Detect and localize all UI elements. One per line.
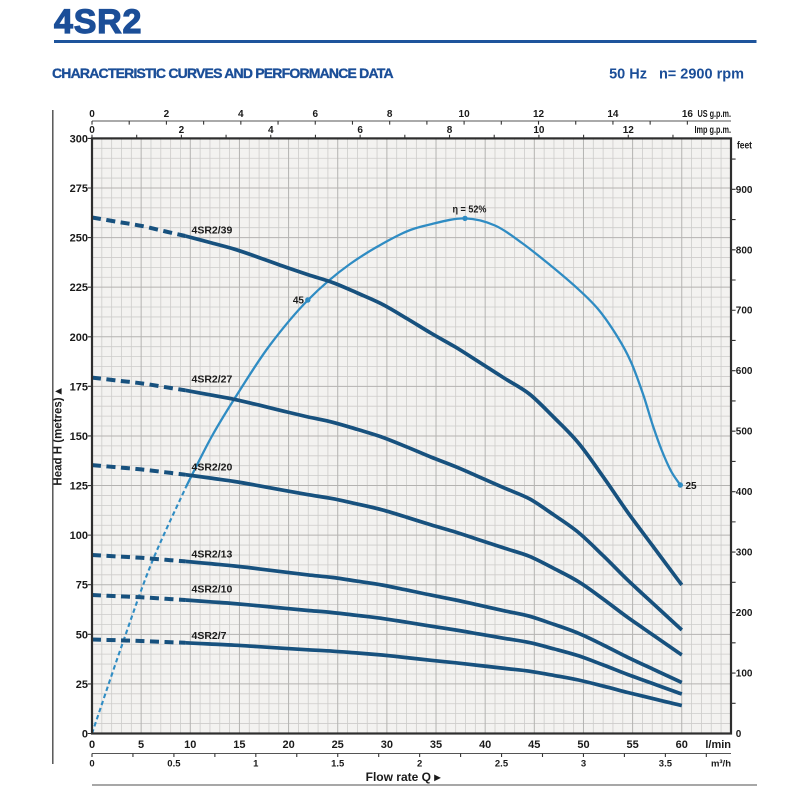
svg-text:Flow rate Q ▸: Flow rate Q ▸ (366, 770, 442, 784)
svg-text:2: 2 (179, 125, 185, 136)
svg-text:0: 0 (89, 109, 95, 120)
svg-text:12: 12 (533, 109, 545, 120)
svg-text:20: 20 (282, 739, 294, 751)
svg-text:5: 5 (138, 739, 144, 751)
svg-text:100: 100 (736, 669, 753, 680)
svg-text:250: 250 (70, 233, 88, 245)
svg-text:4: 4 (238, 109, 244, 120)
svg-text:30: 30 (381, 739, 393, 751)
svg-text:14: 14 (607, 109, 619, 120)
svg-text:0: 0 (89, 125, 95, 136)
svg-text:3: 3 (581, 759, 586, 770)
svg-text:4SR2/27: 4SR2/27 (192, 374, 233, 386)
svg-text:200: 200 (70, 332, 88, 344)
svg-text:4SR2/7: 4SR2/7 (192, 630, 227, 642)
svg-text:4SR2/20: 4SR2/20 (192, 462, 233, 474)
svg-text:45: 45 (528, 739, 540, 751)
svg-text:0: 0 (89, 759, 94, 770)
svg-text:Imp g.p.m.: Imp g.p.m. (695, 125, 732, 136)
svg-text:4SR2/13: 4SR2/13 (192, 549, 233, 561)
svg-text:275: 275 (70, 183, 88, 195)
svg-text:300: 300 (70, 133, 88, 145)
svg-text:25: 25 (76, 679, 88, 691)
svg-text:0: 0 (736, 729, 742, 740)
svg-text:2: 2 (164, 109, 170, 120)
svg-text:700: 700 (736, 306, 753, 317)
svg-text:1: 1 (253, 759, 259, 770)
svg-text:300: 300 (736, 548, 753, 559)
svg-text:feet: feet (737, 141, 753, 152)
svg-text:25: 25 (686, 481, 698, 492)
svg-text:CHARACTERISTIC CURVES AND PERF: CHARACTERISTIC CURVES AND PERFORMANCE DA… (52, 65, 393, 81)
svg-text:0: 0 (82, 729, 88, 741)
svg-text:8: 8 (447, 125, 453, 136)
svg-text:500: 500 (736, 427, 753, 438)
svg-text:50: 50 (577, 739, 589, 751)
svg-text:4SR2/39: 4SR2/39 (192, 224, 233, 236)
svg-text:150: 150 (70, 431, 88, 443)
svg-text:400: 400 (736, 487, 753, 498)
svg-text:200: 200 (736, 608, 753, 619)
svg-text:50 Hz: 50 Hz (609, 67, 647, 83)
svg-text:Head H (metres) ▴: Head H (metres) ▴ (53, 387, 65, 485)
svg-text:100: 100 (70, 530, 88, 542)
svg-text:15: 15 (233, 739, 245, 751)
svg-text:45: 45 (293, 296, 305, 307)
svg-text:η = 52%: η = 52% (453, 205, 487, 216)
svg-text:4SR2: 4SR2 (54, 3, 142, 41)
svg-text:n= 2900 rpm: n= 2900 rpm (659, 67, 744, 83)
svg-text:50: 50 (76, 629, 88, 641)
svg-text:175: 175 (70, 381, 88, 393)
svg-text:35: 35 (430, 739, 442, 751)
svg-text:2: 2 (417, 759, 422, 770)
svg-text:55: 55 (626, 739, 638, 751)
svg-text:60: 60 (676, 739, 688, 751)
svg-text:125: 125 (70, 481, 88, 493)
svg-text:m³/h: m³/h (711, 759, 731, 770)
svg-text:4SR2/10: 4SR2/10 (192, 584, 233, 596)
svg-text:US g.p.m.: US g.p.m. (698, 109, 732, 120)
svg-text:6: 6 (357, 125, 363, 136)
svg-text:75: 75 (76, 580, 88, 592)
svg-text:3.5: 3.5 (659, 759, 673, 770)
svg-text:225: 225 (70, 282, 88, 294)
svg-text:6: 6 (313, 109, 319, 120)
svg-text:900: 900 (736, 185, 753, 196)
svg-text:2.5: 2.5 (495, 759, 509, 770)
svg-text:8: 8 (387, 109, 393, 120)
svg-text:0.5: 0.5 (167, 759, 181, 770)
svg-text:4: 4 (268, 125, 274, 136)
svg-text:10: 10 (184, 739, 196, 751)
svg-text:10: 10 (459, 109, 471, 120)
svg-text:10: 10 (533, 125, 545, 136)
svg-text:0: 0 (89, 739, 95, 751)
svg-text:l/min: l/min (705, 739, 731, 751)
svg-text:16: 16 (682, 109, 694, 120)
svg-text:1.5: 1.5 (331, 759, 345, 770)
svg-text:25: 25 (332, 739, 344, 751)
svg-text:800: 800 (736, 245, 753, 256)
svg-text:40: 40 (479, 739, 491, 751)
svg-text:600: 600 (736, 366, 753, 377)
svg-text:12: 12 (623, 125, 635, 136)
